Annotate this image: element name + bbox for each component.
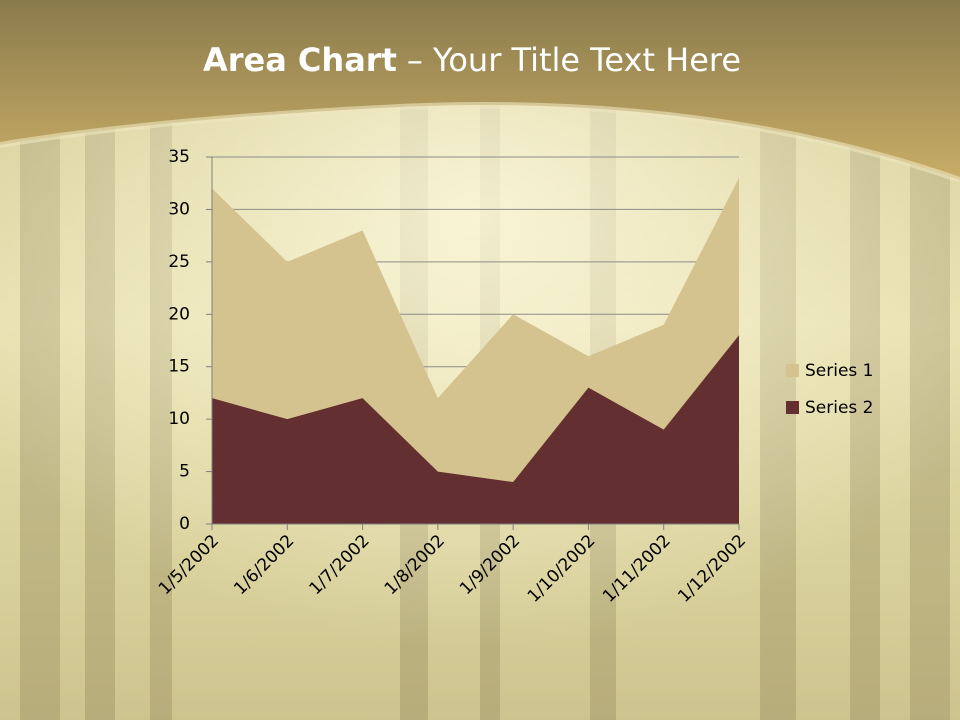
y-tick-label: 10 [168,409,190,429]
legend-swatch [786,364,799,377]
y-tick-label: 25 [168,252,190,272]
y-tick-label: 0 [179,514,190,534]
y-tick-label: 5 [179,462,190,482]
legend-swatch [786,401,799,414]
legend-label: Series 1 [805,361,874,381]
y-tick-label: 30 [168,199,190,219]
y-tick-label: 15 [168,357,190,377]
y-tick-label: 35 [168,147,190,167]
band-edge [0,102,960,183]
title-rest: – Your Title Text Here [407,41,741,79]
y-tick-label: 20 [168,304,190,324]
title-band [0,0,960,180]
area [212,335,739,524]
title-bold: Area Chart [203,41,397,79]
legend-label: Series 2 [805,398,874,418]
slide-title: Area Chart – Your Title Text Here [203,41,741,79]
